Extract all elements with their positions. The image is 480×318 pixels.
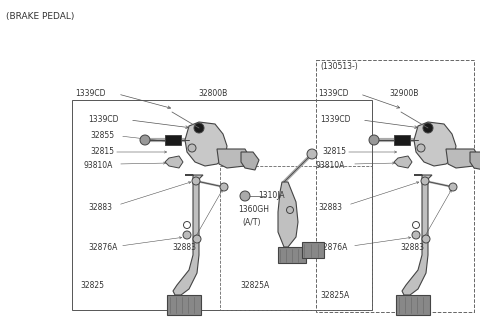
Text: 1339CD: 1339CD [320,115,350,125]
Text: 1339CD: 1339CD [318,89,348,99]
Polygon shape [414,122,456,166]
Text: (A/T): (A/T) [242,218,261,226]
Text: 32900B: 32900B [389,89,419,99]
Circle shape [192,177,200,185]
Circle shape [220,183,228,191]
Text: (BRAKE PEDAL): (BRAKE PEDAL) [6,12,74,21]
Text: (130513-): (130513-) [320,63,358,72]
Text: 1339CD: 1339CD [75,89,106,99]
Circle shape [287,206,293,213]
Polygon shape [402,175,432,295]
Text: 32800B: 32800B [198,89,227,99]
Circle shape [183,231,191,239]
Bar [316,60,474,312]
Polygon shape [165,156,183,168]
Circle shape [193,235,201,243]
Text: 1310JA: 1310JA [258,190,285,199]
Text: 32883: 32883 [88,204,112,212]
Circle shape [417,144,425,152]
Circle shape [194,123,204,133]
Circle shape [188,144,196,152]
Circle shape [240,191,250,201]
Bar [167,295,201,315]
Circle shape [307,149,317,159]
Circle shape [449,183,457,191]
Bar [220,166,372,310]
Text: 32815: 32815 [90,148,114,156]
Polygon shape [394,156,412,168]
Text: 93810A: 93810A [84,162,113,170]
Text: 32825: 32825 [80,280,104,289]
Text: 32815: 32815 [322,148,346,156]
Text: 32855: 32855 [90,132,114,141]
Polygon shape [185,122,227,166]
Polygon shape [470,152,480,170]
Circle shape [412,222,420,229]
Text: 32825A: 32825A [240,280,269,289]
Polygon shape [217,149,249,168]
Text: 32876A: 32876A [88,244,118,252]
Bar [394,135,410,145]
Bar [396,295,430,315]
Circle shape [421,177,429,185]
Text: 32883: 32883 [172,244,196,252]
Circle shape [140,135,150,145]
Polygon shape [278,182,298,247]
Text: 32883: 32883 [400,244,424,252]
Bar [72,100,372,310]
Text: 93810A: 93810A [316,162,346,170]
Circle shape [423,123,433,133]
Text: 32883: 32883 [318,204,342,212]
Polygon shape [241,152,259,170]
Circle shape [422,235,430,243]
Text: 1360GH: 1360GH [238,205,269,215]
Polygon shape [446,149,478,168]
Circle shape [183,222,191,229]
Text: 32876A: 32876A [318,244,348,252]
Polygon shape [173,175,203,295]
Text: 1339CD: 1339CD [88,115,119,125]
Text: 32825A: 32825A [320,291,349,300]
Circle shape [369,135,379,145]
Bar [278,247,306,263]
Bar [302,242,324,258]
Circle shape [412,231,420,239]
Bar [165,135,181,145]
